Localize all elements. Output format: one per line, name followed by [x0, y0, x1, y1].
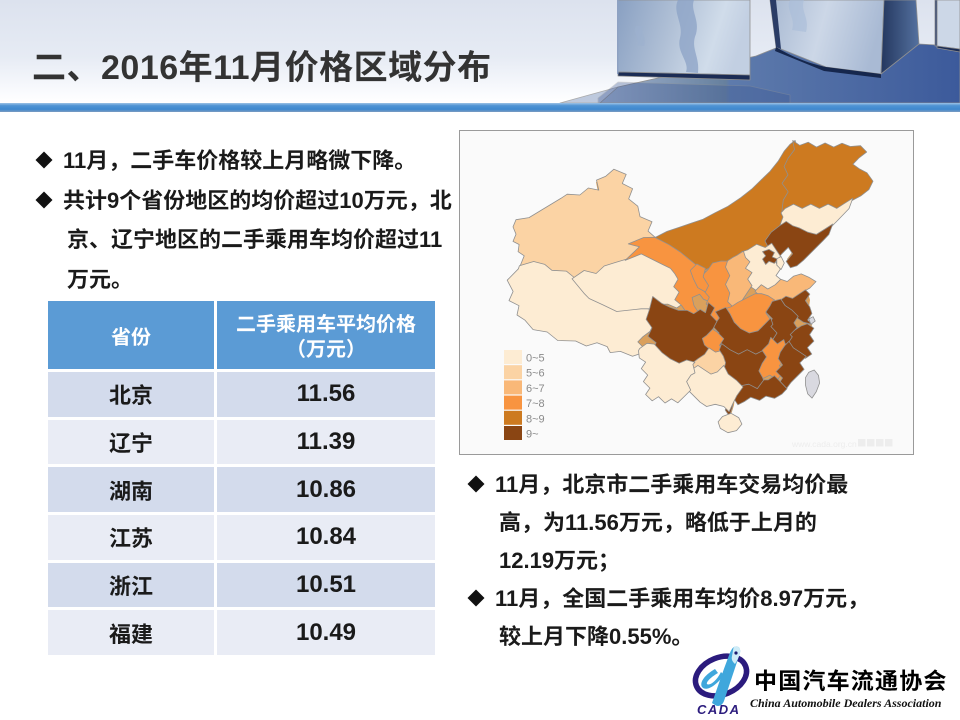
svg-text:6~7: 6~7: [526, 383, 545, 395]
svg-text:China Automobile Dealers Assoc: China Automobile Dealers Association: [750, 696, 942, 710]
svg-text:8~9: 8~9: [526, 413, 545, 425]
svg-text:0~5: 0~5: [526, 353, 545, 365]
svg-text:7~8: 7~8: [526, 398, 545, 410]
svg-text:CADA: CADA: [697, 702, 741, 717]
svg-text:9~: 9~: [526, 429, 539, 441]
svg-text:5~6: 5~6: [526, 368, 545, 380]
svg-text:中国汽车流通协会: 中国汽车流通协会: [754, 662, 948, 696]
svg-text:www.cada.org.cn: www.cada.org.cn: [791, 439, 857, 449]
